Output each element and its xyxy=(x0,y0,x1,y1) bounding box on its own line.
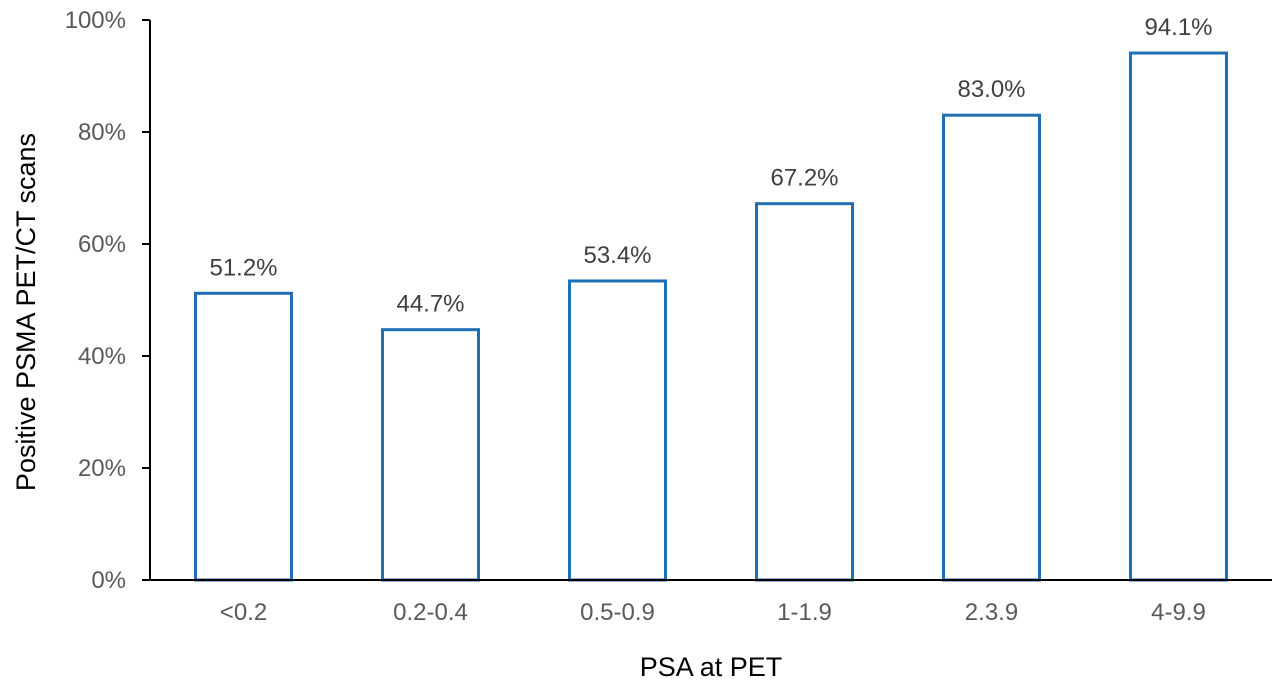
bar xyxy=(755,202,854,582)
x-axis-ticks: <0.2 0.2-0.4 0.5-0.9 1-1.9 2.3.9 4-9.9 xyxy=(220,599,1206,626)
x-tick-label: 4-9.9 xyxy=(1151,599,1206,626)
data-label: 67.2% xyxy=(770,165,838,192)
x-tick-label: 0.5-0.9 xyxy=(580,599,655,626)
bar xyxy=(568,279,667,582)
bar xyxy=(942,113,1041,582)
y-tick-label: 40% xyxy=(78,343,126,370)
data-labels: 51.2% 44.7% 53.4% 67.2% 83.0% 94.1% xyxy=(209,14,1212,318)
x-tick-label: <0.2 xyxy=(220,599,267,626)
bar xyxy=(1129,51,1228,582)
x-tick-label: 1-1.9 xyxy=(777,599,832,626)
bar xyxy=(381,328,480,582)
bars xyxy=(194,51,1228,582)
y-axis-ticks: 0% 20% 40% 60% 80% 100% xyxy=(65,7,150,594)
data-label: 51.2% xyxy=(209,254,277,281)
x-axis-title: PSA at PET xyxy=(640,652,783,682)
data-label: 44.7% xyxy=(396,291,464,318)
x-tick-label: 0.2-0.4 xyxy=(393,599,468,626)
bar xyxy=(194,291,293,582)
x-tick-label: 2.3.9 xyxy=(965,599,1018,626)
y-tick-label: 0% xyxy=(91,567,126,594)
y-tick-label: 80% xyxy=(78,119,126,146)
y-tick-label: 60% xyxy=(78,231,126,258)
data-label: 94.1% xyxy=(1144,14,1212,41)
data-label: 83.0% xyxy=(957,76,1025,103)
data-label: 53.4% xyxy=(583,242,651,269)
y-tick-label: 100% xyxy=(65,7,126,34)
y-axis-title: Positive PSMA PET/CT scans xyxy=(11,133,41,491)
y-tick-label: 20% xyxy=(78,455,126,482)
